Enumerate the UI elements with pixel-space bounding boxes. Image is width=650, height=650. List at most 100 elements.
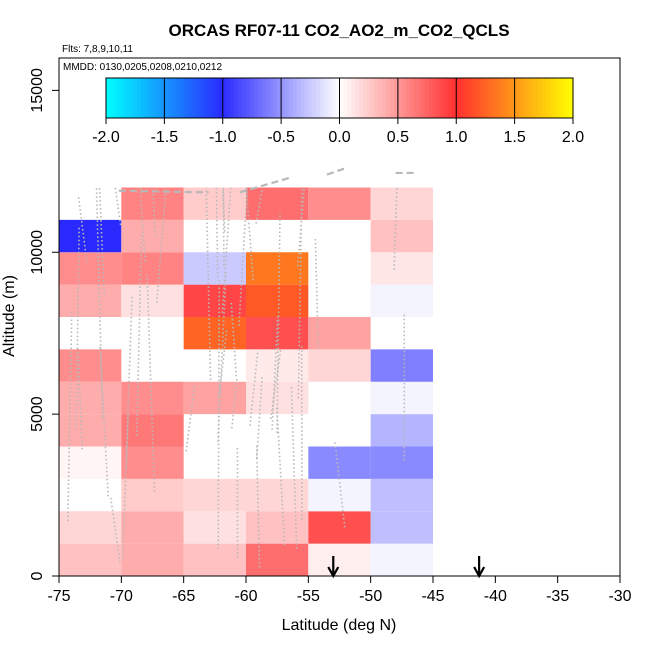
colorbar-swatch (125, 78, 130, 118)
colorbar-swatch (296, 78, 302, 118)
colorbar-swatch (164, 78, 169, 118)
colorbar-swatch (565, 78, 570, 118)
dates-label: MMDD: 0130,0205,0208,0210,0212 (63, 62, 222, 73)
colorbar-swatch (487, 78, 492, 118)
heatmap-cell (246, 543, 309, 576)
colorbar-swatch (537, 78, 543, 118)
colorbar-swatch (386, 78, 391, 118)
flight-tracks (67, 167, 415, 568)
colorbar-tick-label: 2.0 (562, 129, 584, 146)
y-tick-label: 15000 (29, 68, 46, 113)
colorbar-swatch (393, 78, 399, 118)
colorbar-swatch (113, 78, 119, 118)
colorbar-swatch (242, 78, 247, 118)
heatmap-cell (59, 381, 122, 415)
flight-track-segment (231, 377, 238, 429)
heatmap-cell (183, 478, 246, 512)
heatmap-cell (183, 543, 246, 576)
heatmap-cell (183, 511, 246, 544)
colorbar-swatch (191, 78, 197, 118)
colorbar-swatch (234, 78, 239, 118)
flight-track-segment (222, 187, 226, 232)
colorbar-swatch (479, 78, 485, 118)
x-tick-label: -75 (47, 588, 70, 605)
colorbar-swatch (218, 78, 224, 118)
flight-track-segment (125, 412, 130, 468)
colorbar-tick-label: 1.0 (445, 129, 467, 146)
flight-track-segment (99, 345, 109, 497)
colorbar-swatch (141, 78, 146, 118)
colorbar-swatch (246, 78, 251, 118)
colorbar-swatch (331, 78, 337, 118)
colorbar-swatch (464, 78, 469, 118)
colorbar-swatch (257, 78, 263, 118)
colorbar-swatch (557, 78, 562, 118)
colorbar-swatch (347, 78, 352, 118)
heatmap-cell (121, 284, 184, 317)
heatmap-cell (308, 446, 371, 479)
heatmap-cell (246, 284, 309, 317)
colorbar-swatch (409, 78, 415, 118)
y-tick-label: 5000 (29, 396, 46, 432)
flight-track-segment (155, 187, 167, 304)
colorbar-swatch (152, 78, 158, 118)
colorbar-swatch (448, 78, 453, 118)
flight-track-segment (230, 301, 238, 377)
colorbar-swatch (168, 78, 173, 118)
colorbar-swatch (106, 78, 111, 118)
colorbar-swatch (475, 78, 481, 118)
colorbar-swatch (534, 78, 539, 118)
plot-frame (58, 57, 621, 577)
flight-track-segment (276, 212, 281, 433)
colorbar-swatch (549, 78, 555, 118)
heatmap-cell (183, 284, 246, 317)
colorbar-swatch (351, 78, 356, 118)
flight-track-segment (276, 405, 286, 546)
flight-track-segment (215, 187, 219, 278)
x-tick-label: -60 (234, 588, 257, 605)
flight-track-leg (326, 167, 347, 176)
colorbar-swatch (288, 78, 294, 118)
colorbar-swatch (456, 78, 461, 118)
flight-track-segment (77, 194, 88, 263)
heatmap-cell (246, 187, 309, 220)
heatmap-cell (59, 511, 122, 544)
colorbar-swatch (327, 78, 333, 118)
flight-track-segment (217, 280, 221, 550)
colorbar-swatch (199, 78, 204, 118)
colorbar-swatch (499, 78, 504, 118)
colorbar-swatch (265, 78, 271, 118)
x-tick-label: -65 (172, 588, 195, 605)
colorbar-tick-label: 1.5 (504, 129, 526, 146)
flight-track-segment (217, 270, 227, 442)
colorbar-swatch (444, 78, 450, 118)
colorbar-swatch (160, 78, 165, 118)
heatmap-cell (308, 478, 371, 512)
y-axis: 0 5000 10000 15000 (29, 68, 59, 580)
heatmap-cell (370, 187, 433, 220)
colorbar-swatch (514, 78, 520, 118)
heatmap-cell (59, 446, 122, 479)
colorbar-swatch (129, 78, 134, 118)
colorbar-swatch (281, 78, 286, 118)
colorbar-swatch (304, 78, 309, 118)
colorbar-tick-label: 0.0 (328, 129, 350, 146)
heatmap-cell (121, 219, 184, 253)
flight-track-segment (290, 387, 298, 549)
heatmap-cell (308, 187, 371, 220)
heatmap-cell (183, 381, 246, 415)
heatmap-cell (121, 446, 184, 479)
colorbar-swatch (526, 78, 531, 118)
flight-track-segment (221, 187, 232, 313)
y-tick-label: 0 (29, 571, 46, 580)
colorbar-tick-label: -0.5 (267, 129, 295, 146)
flight-track-segment (205, 187, 212, 381)
colorbar-swatch (203, 78, 208, 118)
colorbar-swatch (144, 78, 150, 118)
colorbar-swatch (358, 78, 364, 118)
colorbar-swatch (273, 78, 278, 118)
colorbar-tick-label: -1.5 (151, 129, 179, 146)
colorbar-swatch (269, 78, 274, 118)
flight-track-segment (146, 274, 156, 492)
colorbar-swatch (308, 78, 313, 118)
